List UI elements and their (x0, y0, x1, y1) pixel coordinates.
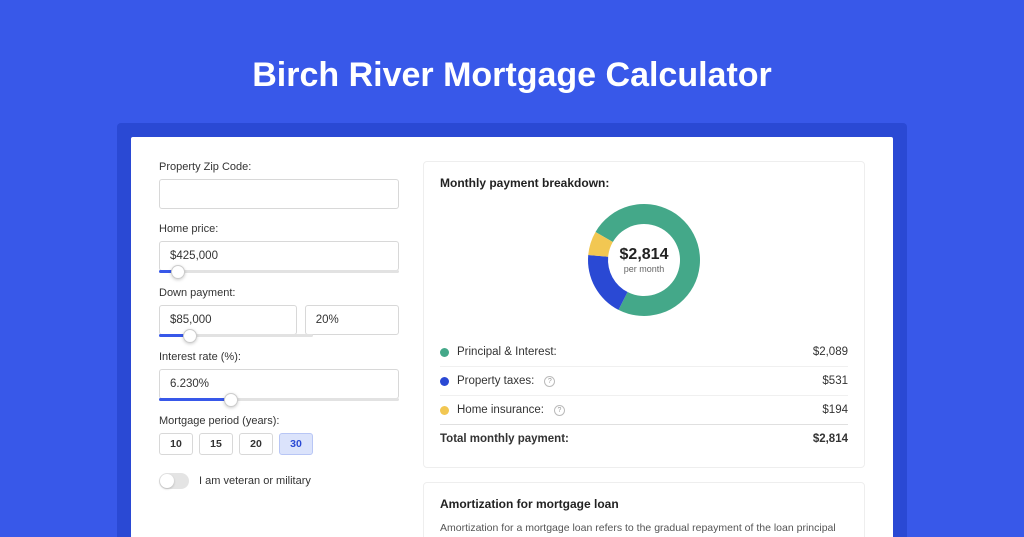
calculator-card: Property Zip Code: Home price: Down paym… (131, 137, 893, 537)
zip-label: Property Zip Code: (159, 161, 399, 173)
legend-label: Home insurance: (457, 404, 544, 416)
interest-rate-label: Interest rate (%): (159, 351, 399, 363)
total-label: Total monthly payment: (440, 433, 569, 445)
donut-value: $2,814 (620, 246, 669, 264)
legend-label: Principal & Interest: (457, 346, 557, 358)
breakdown-panel: Monthly payment breakdown: $2,814 per mo… (423, 161, 865, 468)
donut-sub: per month (624, 264, 665, 274)
breakdown-legend: Principal & Interest: $2,089 Property taxe… (440, 338, 848, 424)
form-column: Property Zip Code: Home price: Down paym… (159, 161, 399, 537)
breakdown-column: Monthly payment breakdown: $2,814 per mo… (423, 161, 865, 537)
down-payment-label: Down payment: (159, 287, 399, 299)
zip-field-group: Property Zip Code: (159, 161, 399, 209)
total-row: Total monthly payment: $2,814 (440, 424, 848, 453)
home-price-field-group: Home price: (159, 223, 399, 273)
slider-thumb[interactable] (183, 329, 197, 343)
veteran-toggle[interactable] (159, 473, 189, 489)
legend-dot (440, 348, 449, 357)
legend-value: $531 (822, 375, 848, 387)
legend-label: Property taxes: (457, 375, 534, 387)
period-btn-30[interactable]: 30 (279, 433, 313, 455)
breakdown-title: Monthly payment breakdown: (440, 176, 848, 190)
down-payment-slider[interactable] (159, 334, 313, 337)
down-payment-field-group: Down payment: (159, 287, 399, 337)
legend-row: Principal & Interest: $2,089 (440, 338, 848, 366)
period-label: Mortgage period (years): (159, 415, 399, 427)
interest-rate-field-group: Interest rate (%): (159, 351, 399, 401)
amortization-panel: Amortization for mortgage loan Amortizat… (423, 482, 865, 537)
legend-dot (440, 377, 449, 386)
amortization-text: Amortization for a mortgage loan refers … (440, 521, 848, 537)
period-field-group: Mortgage period (years): 10 15 20 30 (159, 415, 399, 455)
card-accent: Property Zip Code: Home price: Down paym… (117, 123, 907, 537)
donut-center: $2,814 per month (584, 200, 704, 320)
veteran-toggle-row: I am veteran or military (159, 473, 399, 489)
period-btn-15[interactable]: 15 (199, 433, 233, 455)
home-price-input[interactable] (159, 241, 399, 271)
toggle-knob (160, 474, 174, 488)
slider-thumb[interactable] (171, 265, 185, 279)
legend-dot (440, 406, 449, 415)
info-icon[interactable]: ? (554, 405, 565, 416)
donut-chart: $2,814 per month (584, 200, 704, 320)
legend-row: Property taxes:? $531 (440, 366, 848, 395)
total-value: $2,814 (813, 433, 848, 445)
down-payment-percent-input[interactable] (305, 305, 399, 335)
slider-thumb[interactable] (224, 393, 238, 407)
legend-value: $2,089 (813, 346, 848, 358)
down-payment-amount-input[interactable] (159, 305, 297, 335)
info-icon[interactable]: ? (544, 376, 555, 387)
interest-rate-input[interactable] (159, 369, 399, 399)
interest-rate-slider[interactable] (159, 398, 399, 401)
amortization-title: Amortization for mortgage loan (440, 497, 848, 511)
legend-value: $194 (822, 404, 848, 416)
veteran-label: I am veteran or military (199, 475, 311, 487)
zip-input[interactable] (159, 179, 399, 209)
home-price-label: Home price: (159, 223, 399, 235)
period-btn-10[interactable]: 10 (159, 433, 193, 455)
page-title: Birch River Mortgage Calculator (0, 56, 1024, 95)
period-btn-20[interactable]: 20 (239, 433, 273, 455)
home-price-slider[interactable] (159, 270, 399, 273)
donut-wrap: $2,814 per month (440, 200, 848, 320)
legend-row: Home insurance:? $194 (440, 395, 848, 424)
